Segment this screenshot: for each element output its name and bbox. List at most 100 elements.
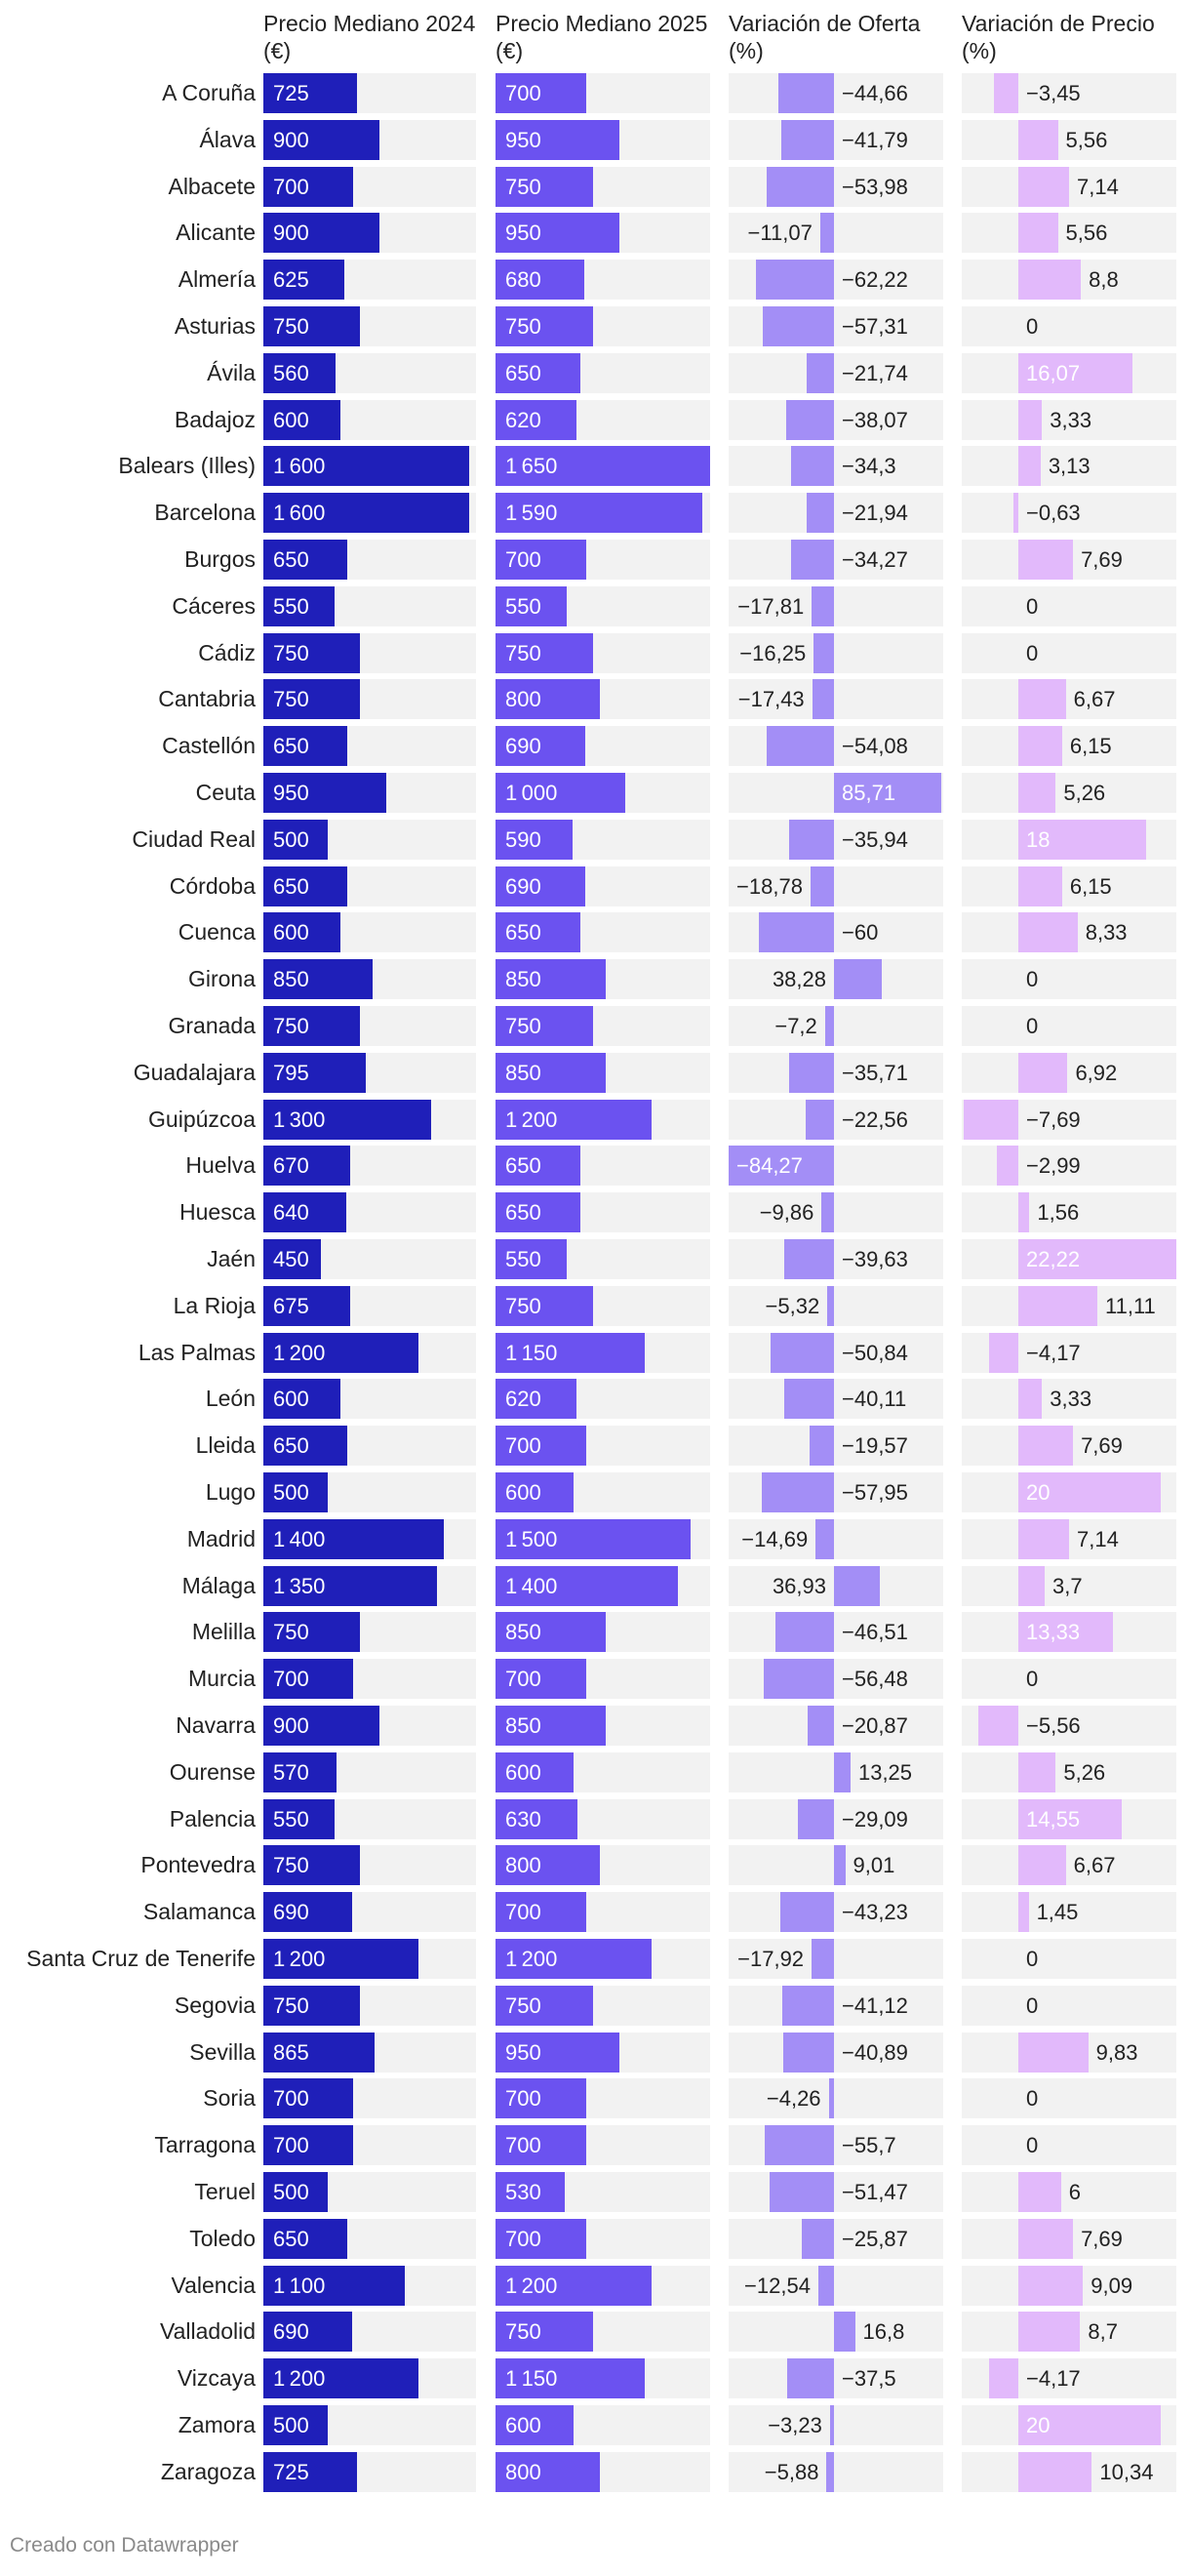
province-label: Murcia xyxy=(187,1666,256,1692)
precio-value: 6,15 xyxy=(1069,873,1112,899)
price-2025-value: 700 xyxy=(505,2086,541,2112)
precio-value: 1,45 xyxy=(1036,1900,1079,1925)
oferta-cell: −3,23 xyxy=(729,2405,943,2445)
oferta-bar xyxy=(791,540,834,580)
price-2024-value: 725 xyxy=(273,81,309,105)
price-2024-value: 1 100 xyxy=(273,2273,326,2298)
price-2024-bar xyxy=(263,2358,418,2399)
price-2024-value: 650 xyxy=(273,547,309,572)
price-2024-bar xyxy=(263,1239,322,1279)
oferta-value: 36,93 xyxy=(772,1573,826,1598)
oferta-value: −46,51 xyxy=(842,1620,908,1645)
precio-bar xyxy=(1018,352,1133,393)
precio-value: 0 xyxy=(1026,1014,1039,1038)
price-2025-cell: 650 xyxy=(496,912,710,953)
oferta-value: −5,88 xyxy=(764,2459,819,2484)
price-2024-bar xyxy=(263,1798,335,1839)
oferta-value: 38,28 xyxy=(772,967,826,992)
oferta-bar xyxy=(782,2032,834,2073)
price-2024-cell: 700 xyxy=(263,2078,476,2119)
price-2025-bar xyxy=(496,912,580,953)
precio-cell: 16,07 xyxy=(962,352,1176,393)
precio-bar xyxy=(1018,726,1062,767)
price-2025-cell: 650 xyxy=(496,1146,710,1187)
price-2025-value: 750 xyxy=(505,2319,541,2345)
price-2024-cell: 570 xyxy=(263,1751,476,1792)
price-2024-bar xyxy=(263,352,336,393)
price-2025-bar xyxy=(496,865,585,906)
precio-bar xyxy=(1018,1565,1045,1606)
province-label: Lleida xyxy=(195,1432,256,1459)
price-2025-cell: 850 xyxy=(496,1612,710,1653)
price-2025-value: 1 590 xyxy=(505,501,558,526)
price-2024-cell: 750 xyxy=(263,1006,476,1046)
price-2025-bar xyxy=(496,1192,580,1233)
price-2025-value: 650 xyxy=(505,920,541,946)
precio-cell: 8,33 xyxy=(962,912,1176,953)
price-2024-bar xyxy=(263,1379,341,1420)
precio-cell: 5,56 xyxy=(962,213,1176,254)
price-2025-cell: 750 xyxy=(496,1985,710,2026)
price-2025-cell: 750 xyxy=(496,2312,710,2353)
oferta-value: −41,79 xyxy=(842,127,908,152)
table-row: Cáceres 550 550 −17,81 0 xyxy=(0,585,1190,626)
precio-value: 5,26 xyxy=(1063,1759,1106,1785)
precio-bar xyxy=(1018,1845,1066,1886)
province-label: Girona xyxy=(187,966,256,992)
price-2025-value: 1 650 xyxy=(505,454,558,479)
province-label: Lugo xyxy=(205,1479,256,1505)
table-row: Castellón 650 690 −54,08 6,15 xyxy=(0,726,1190,767)
price-2024-bar xyxy=(263,73,357,113)
precio-value: 0 xyxy=(1026,967,1039,992)
price-2025-cell: 1 200 xyxy=(496,2265,710,2306)
precio-cell: 0 xyxy=(962,585,1176,626)
price-2025-value: 680 xyxy=(505,267,541,293)
table-row: Palencia 550 630 −29,09 14,55 xyxy=(0,1798,1190,1839)
province-label: Cáceres xyxy=(172,592,256,619)
price-2025-cell: 1 150 xyxy=(496,2358,710,2399)
precio-value: −3,45 xyxy=(1026,81,1081,105)
precio-value: 1,56 xyxy=(1037,1200,1080,1226)
price-2025-bar xyxy=(496,540,587,580)
oferta-bar xyxy=(784,1239,834,1279)
price-2025-cell: 750 xyxy=(496,632,710,673)
oferta-cell: −41,79 xyxy=(729,119,943,160)
oferta-bar xyxy=(826,2451,834,2492)
price-2024-cell: 500 xyxy=(263,819,476,860)
precio-bar xyxy=(1018,1472,1161,1512)
precio-bar xyxy=(1018,1751,1056,1792)
price-2025-bar xyxy=(496,2032,619,2073)
table-row: Melilla 750 850 −46,51 13,33 xyxy=(0,1612,1190,1653)
precio-cell: 10,34 xyxy=(962,2451,1176,2492)
price-2024-bar xyxy=(263,213,379,254)
oferta-bar xyxy=(834,959,883,1000)
price-2024-cell: 550 xyxy=(263,1798,476,1839)
oferta-cell: −12,54 xyxy=(729,2265,943,2306)
oferta-value: 16,8 xyxy=(862,2319,905,2345)
oferta-value: −29,09 xyxy=(842,1806,908,1831)
price-2025-bar xyxy=(496,166,593,207)
price-2025-cell: 1 500 xyxy=(496,1518,710,1559)
precio-cell: 3,13 xyxy=(962,446,1176,487)
price-2024-value: 950 xyxy=(273,781,309,805)
oferta-bar xyxy=(808,1706,834,1746)
oferta-value: −40,89 xyxy=(842,2039,908,2065)
price-2024-value: 1 400 xyxy=(273,1526,326,1551)
precio-cell: 20 xyxy=(962,2405,1176,2445)
price-2024-cell: 625 xyxy=(263,260,476,301)
price-2025-bar xyxy=(496,1892,587,1933)
precio-cell: 1,45 xyxy=(962,1892,1176,1933)
price-2025-value: 650 xyxy=(505,360,541,385)
price-2024-cell: 1 200 xyxy=(263,1332,476,1373)
table-row: Tarragona 700 700 −55,7 0 xyxy=(0,2125,1190,2166)
precio-value: 18 xyxy=(1026,826,1051,852)
oferta-bar xyxy=(764,2125,834,2166)
price-2024-value: 750 xyxy=(273,687,309,712)
price-2024-bar xyxy=(263,1518,444,1559)
price-2025-cell: 950 xyxy=(496,2032,710,2073)
price-2024-cell: 700 xyxy=(263,166,476,207)
price-2024-cell: 900 xyxy=(263,119,476,160)
price-2024-value: 500 xyxy=(273,2413,309,2437)
table-row: Pontevedra 750 800 9,01 6,67 xyxy=(0,1845,1190,1886)
price-2025-value: 550 xyxy=(505,1247,541,1271)
